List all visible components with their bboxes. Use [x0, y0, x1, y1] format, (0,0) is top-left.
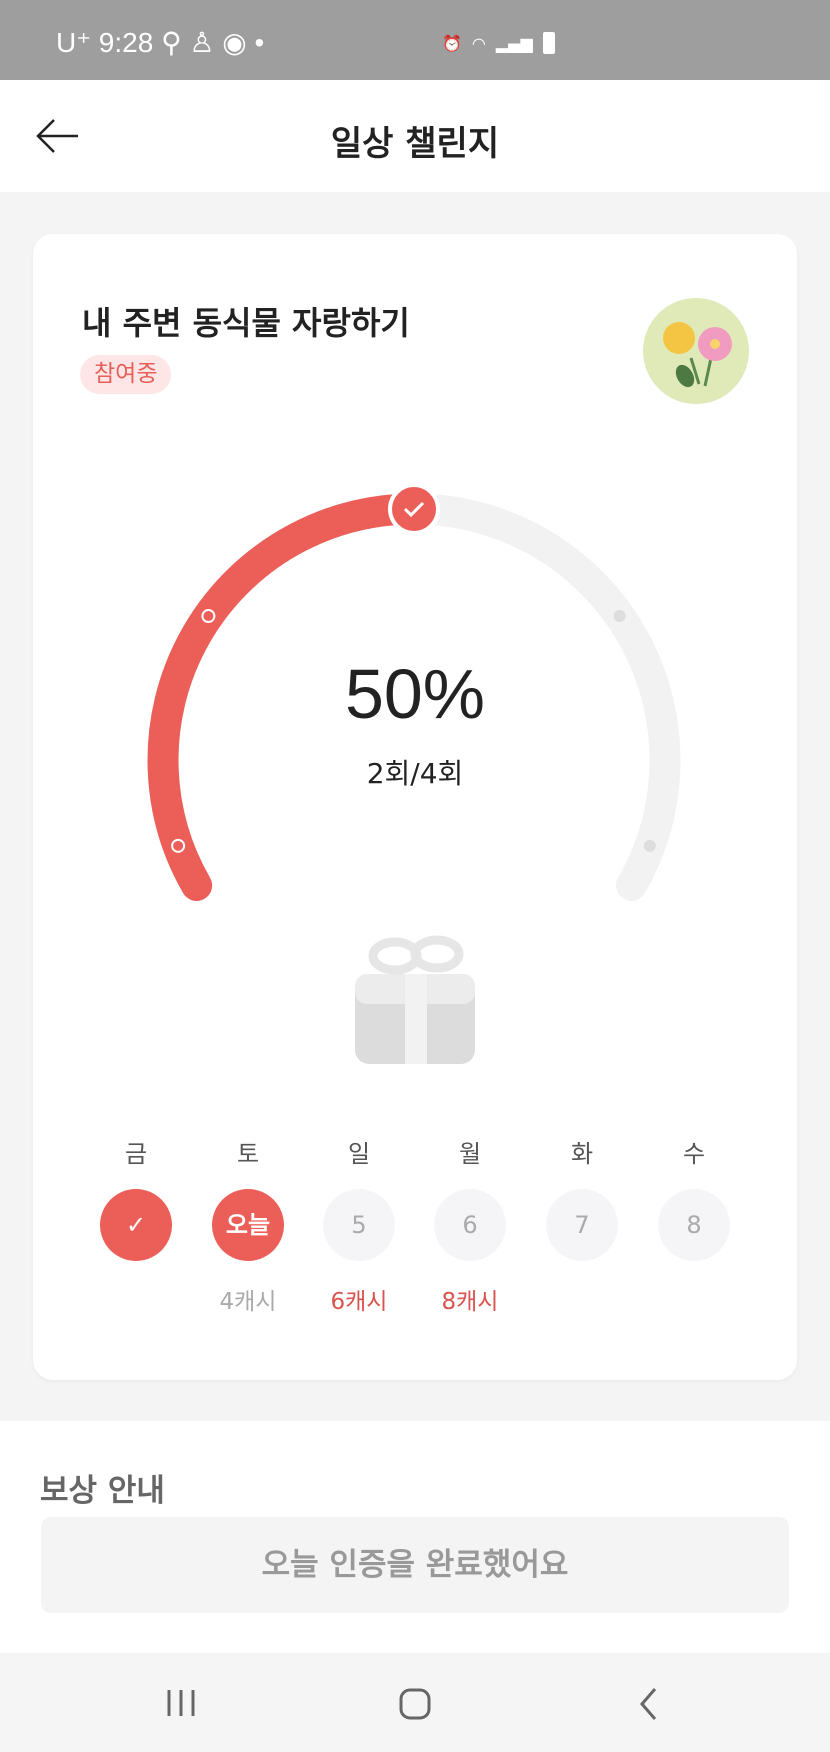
- challenge-title: 내 주변 동식물 자랑하기: [82, 304, 410, 342]
- day-circle-future: 8: [658, 1189, 730, 1261]
- flower-image: [643, 298, 749, 404]
- recent-apps-button[interactable]: [165, 1688, 199, 1718]
- clock: 9:28: [98, 27, 154, 58]
- check-icon: ✓: [125, 1211, 147, 1239]
- app-header: 일상 챌린지: [0, 80, 830, 192]
- gift-box-icon: [355, 935, 475, 1064]
- gauge-marker: [388, 483, 440, 535]
- day-label: 화: [570, 1140, 594, 1168]
- status-badge: 참여중: [80, 355, 172, 394]
- day-label: 토: [236, 1140, 260, 1168]
- progress-count: 2회/4회: [366, 757, 464, 790]
- reward-section: 보상 안내 오늘 인증을 완료했어요: [0, 1421, 830, 1653]
- progress-percent: 50%: [344, 655, 486, 733]
- day-label: 금: [124, 1140, 148, 1168]
- day-circle-future: 6: [434, 1189, 506, 1261]
- progress-gauge: [147, 483, 681, 901]
- wifi-icon: ◠: [471, 33, 486, 53]
- back-button[interactable]: [34, 116, 80, 156]
- status-bar: U⁺ 9:28 ⚲ ♙ ◉ • ⏰ ◠ ▂▄▆: [0, 0, 830, 80]
- day-label: 일: [347, 1140, 371, 1168]
- day-circle-today: 오늘: [212, 1189, 284, 1261]
- check-icon: [403, 501, 425, 518]
- status-right: ⏰ ◠ ▂▄▆: [442, 32, 555, 54]
- carrier: U⁺: [56, 27, 91, 58]
- status-left: U⁺ 9:28 ⚲ ♙ ◉ •: [56, 26, 264, 59]
- gauge-step-dot: [613, 610, 626, 623]
- signal-icon: ▂▄▆: [495, 33, 533, 53]
- day-label: 수: [682, 1140, 706, 1168]
- day-reward: 6캐시: [330, 1289, 388, 1315]
- gauge-step-dot: [201, 609, 216, 624]
- gauge-step-dot: [171, 838, 186, 853]
- day-circle-done: ✓: [100, 1189, 172, 1261]
- gauge-step-dot: [643, 839, 656, 852]
- day-circle-future: 5: [323, 1189, 395, 1261]
- system-back-button[interactable]: [637, 1686, 661, 1722]
- page-title: 일상 챌린지: [330, 124, 500, 164]
- day-label: 월: [458, 1140, 482, 1168]
- notification-icons: ⚲ ♙ ◉ •: [161, 27, 265, 58]
- complete-button[interactable]: 오늘 인증을 완료했어요: [41, 1517, 789, 1613]
- system-nav-bar: [0, 1653, 830, 1752]
- home-button[interactable]: [398, 1687, 432, 1721]
- day-reward: 8캐시: [441, 1289, 499, 1315]
- day-reward: 4캐시: [219, 1289, 277, 1315]
- gauge-fill: [147, 493, 430, 901]
- alarm-icon: ⏰: [442, 33, 462, 53]
- day-circle-future: 7: [546, 1189, 618, 1261]
- battery-icon: [542, 32, 555, 54]
- reward-title: 보상 안내: [40, 1473, 165, 1509]
